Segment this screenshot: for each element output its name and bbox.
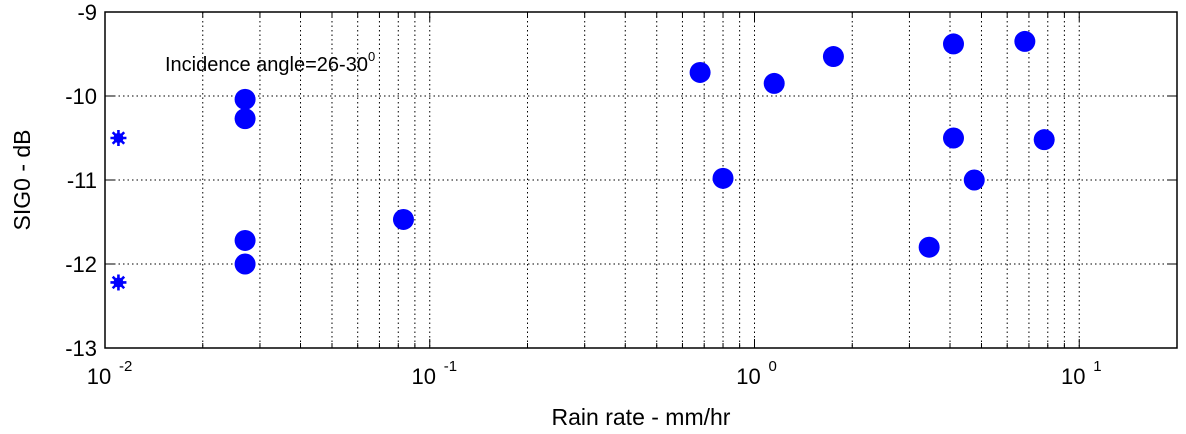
x-tick-exponent: -2	[119, 358, 132, 375]
x-axis-label: Rain rate - mm/hr	[552, 404, 731, 430]
data-point-star	[110, 274, 127, 291]
data-point-circle	[918, 236, 940, 258]
data-point-circle	[689, 61, 711, 83]
data-point-circle	[963, 169, 985, 191]
annotation-text: Incidence angle=26-30	[165, 54, 368, 76]
x-tick-exponent: -1	[444, 358, 457, 375]
x-tick-exponent: 0	[768, 358, 776, 375]
data-point-circle	[234, 88, 256, 110]
ticks: 10 -2 10 -1 10 0 10 1 -9 -10 -11 -12 -13	[65, 0, 1177, 389]
data-point-circle	[234, 108, 256, 130]
y-tick-label: -10	[65, 84, 97, 109]
x-tick-exponent: 1	[1093, 358, 1101, 375]
data-point-circle	[234, 229, 256, 251]
data-point-circle	[392, 208, 414, 230]
y-tick-label: -11	[67, 168, 97, 193]
x-tick-label: 10	[87, 364, 111, 389]
x-tick-label: 10	[1061, 364, 1085, 389]
y-tick-label: -13	[65, 336, 97, 361]
data-point-circle	[942, 127, 964, 149]
annotation-superscript: 0	[368, 49, 375, 64]
data-point-circle	[763, 72, 785, 94]
data-point-circle	[1033, 129, 1055, 151]
y-tick-label: -12	[65, 252, 97, 277]
data-points	[110, 30, 1055, 291]
star-core	[113, 277, 124, 288]
data-point-star	[110, 130, 127, 146]
data-point-circle	[942, 33, 964, 55]
data-point-circle	[822, 46, 844, 68]
annotation: Incidence angle=26-300	[165, 49, 375, 76]
data-point-circle	[234, 253, 256, 275]
data-point-circle	[712, 167, 734, 189]
data-point-circle	[1014, 30, 1036, 52]
star-core	[113, 133, 124, 143]
x-tick-label: 10	[412, 364, 436, 389]
x-tick-label: 10	[736, 364, 760, 389]
y-tick-label: -9	[77, 0, 97, 25]
y-axis-label: SIG0 - dB	[9, 130, 35, 231]
